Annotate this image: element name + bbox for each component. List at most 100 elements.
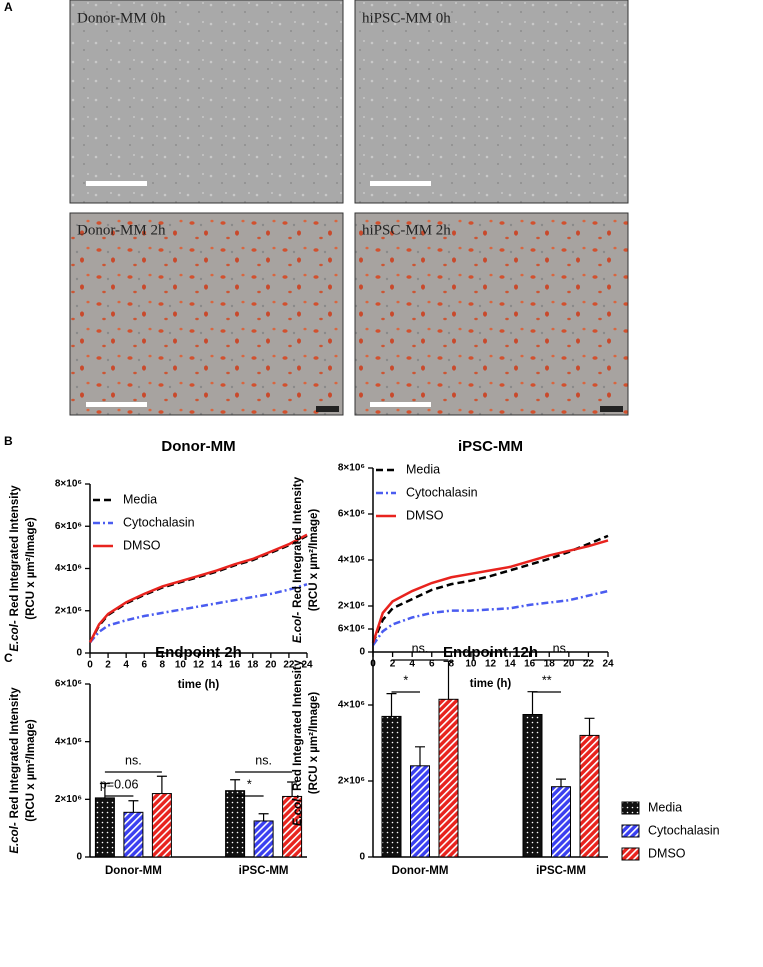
bar [551, 786, 571, 858]
x-tick-label: 12 [485, 659, 497, 670]
legend-label: DMSO [406, 508, 444, 522]
y-tick-label: 0 [76, 648, 82, 659]
x-tick-label: 4 [123, 660, 129, 671]
timestamp-box [316, 406, 339, 412]
image-label: Donor-MM 2h [77, 222, 166, 238]
x-tick-label: Donor-MM [392, 865, 449, 877]
bar [410, 765, 430, 858]
bar [123, 811, 144, 858]
scale-bar [370, 181, 431, 186]
line-series [371, 589, 609, 646]
x-tick-label: 24 [301, 660, 313, 671]
legend-label: Cytochalasin [648, 823, 720, 837]
line-series [88, 533, 308, 644]
bar [438, 698, 459, 858]
x-tick-label: 4 [409, 659, 415, 670]
legend-label: DMSO [648, 846, 686, 860]
y-tick-label: 8×10⁶ [55, 479, 82, 490]
x-tick-label: 20 [563, 659, 575, 670]
x-tick-label: 6 [141, 660, 147, 671]
y-axis-label-italic: E.col- [9, 822, 21, 853]
x-tick-label: 10 [465, 659, 477, 670]
scale-bar [86, 181, 147, 186]
micrograph [69, 212, 344, 416]
x-tick-label: 22 [283, 660, 295, 671]
error-bar [386, 693, 397, 717]
significance-label: * [403, 673, 408, 687]
micrograph [354, 212, 629, 416]
y-axis-label: E.col- Red Integrated Intensity [292, 476, 304, 643]
y-tick-label: 4×10⁶ [338, 700, 365, 711]
significance-label: ns. [255, 753, 272, 767]
x-axis-label: time (h) [178, 679, 220, 691]
line-series [371, 539, 609, 644]
x-tick-label: 14 [211, 660, 223, 671]
y-tick-label: 6×10⁶ [55, 521, 82, 532]
image-label: Donor-MM 0h [77, 10, 166, 26]
y-axis-label-italic: E.col- [292, 795, 304, 826]
y-axis-units: (RCU x µm²/Image) [308, 692, 320, 795]
error-bar [527, 691, 538, 715]
x-tick-label: 12 [193, 660, 205, 671]
bar [253, 820, 274, 858]
significance-label: p=0.06 [100, 777, 139, 791]
legend-swatch [621, 801, 640, 815]
y-tick-label: 2×10⁶ [338, 776, 365, 787]
x-tick-label: 2 [105, 660, 111, 671]
y-tick-label: 4×10⁶ [55, 736, 82, 747]
chart-title: iPSC-MM [458, 438, 523, 455]
scale-bar [86, 402, 147, 407]
error-bar [556, 778, 566, 787]
panel-label: C [4, 651, 13, 665]
x-tick-label: 22 [583, 659, 595, 670]
y-tick-label: 0 [76, 852, 82, 863]
chart-title: Endpoint 2h [155, 644, 242, 661]
x-tick-label: 0 [87, 660, 93, 671]
x-tick-label: 14 [505, 659, 517, 670]
y-tick-label: 6×10⁶ [338, 624, 365, 635]
x-tick-label: 6 [429, 659, 435, 670]
y-tick-label: 4×10⁶ [338, 555, 365, 566]
y-axis-label-text: Red Integrated Intensity [292, 476, 304, 608]
error-bar [258, 813, 269, 821]
bar [579, 734, 600, 858]
significance-label: ns. [412, 641, 429, 655]
y-tick-label: 2×10⁶ [338, 601, 365, 612]
significance-label: * [247, 777, 252, 791]
y-tick-label: 8×10⁶ [338, 463, 365, 474]
error-bar [156, 775, 167, 794]
bar [151, 793, 172, 858]
significance-label: ** [542, 673, 552, 687]
x-tick-label: 16 [524, 659, 536, 670]
y-axis-units: (RCU x µm²/Image) [308, 509, 320, 612]
y-tick-label: 4×10⁶ [55, 563, 82, 574]
x-tick-label: 18 [544, 659, 556, 670]
significance-label: ns. [125, 753, 142, 767]
x-tick-label: 2 [390, 659, 396, 670]
y-axis-label-text: Red Integrated Intensity [9, 485, 21, 617]
y-tick-label: 0 [359, 852, 365, 863]
x-tick-label: 20 [265, 660, 277, 671]
y-tick-label: 6×10⁶ [55, 679, 82, 690]
x-tick-label: 8 [449, 659, 455, 670]
y-axis-label: E.col- Red Integrated Intensity [9, 687, 21, 854]
micrograph [354, 0, 629, 204]
legend-label: Media [406, 462, 440, 476]
legend-label: Media [123, 492, 157, 506]
error-bar [584, 717, 595, 736]
legend-label: Cytochalasin [123, 515, 195, 529]
panel-label: B [4, 434, 13, 448]
error-bar [287, 781, 298, 797]
y-tick-label: 0 [359, 647, 365, 658]
legend-label: Media [648, 800, 682, 814]
y-axis-label-italic: E.col- [292, 612, 304, 643]
image-label: hiPSC-MM 0h [362, 10, 451, 26]
x-tick-label: Donor-MM [105, 865, 162, 877]
y-tick-label: 6×10⁶ [338, 509, 365, 520]
x-tick-label: iPSC-MM [239, 865, 289, 877]
legend-swatch [621, 847, 640, 861]
y-axis-label: E.col- Red Integrated Intensity [292, 659, 304, 826]
x-tick-label: iPSC-MM [536, 865, 586, 877]
y-tick-label: 2×10⁶ [55, 605, 82, 616]
y-axis-label-text: Red Integrated Intensity [9, 687, 21, 819]
